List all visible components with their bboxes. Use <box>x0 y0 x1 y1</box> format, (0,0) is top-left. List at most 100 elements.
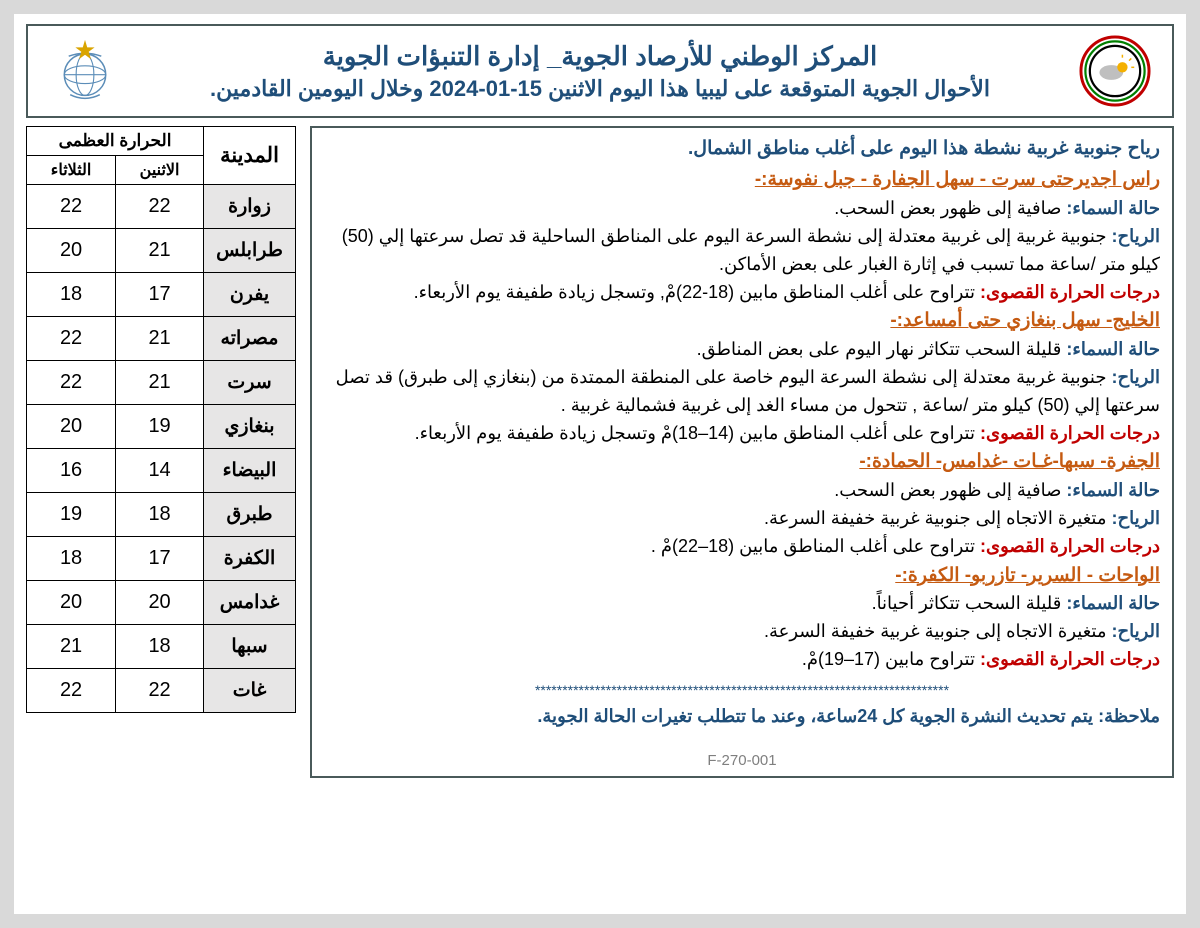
line-text: تتراوح على أغلب المناطق مابين (18–22)مْ … <box>651 536 980 556</box>
temp-day1-cell: 22 <box>116 669 204 713</box>
region-heading: الواحات - السرير- تازربو- الكفرة:- <box>324 561 1160 590</box>
wmo-logo <box>48 34 122 108</box>
temp-day2-cell: 21 <box>27 625 116 669</box>
regions-container: راس اجديرحتى سرت - سهل الجفارة - جبل نفو… <box>324 165 1160 673</box>
temp-day1-cell: 14 <box>116 449 204 493</box>
line-label: درجات الحرارة القصوى: <box>980 282 1160 302</box>
city-cell: سرت <box>204 361 296 405</box>
temp-day1-cell: 21 <box>116 229 204 273</box>
city-cell: طرابلس <box>204 229 296 273</box>
table-row: بنغازي1920 <box>27 405 296 449</box>
line-text: تتراوح مابين (17–19)مْ. <box>802 649 980 669</box>
line-text: متغيرة الاتجاه إلى جنوبية غربية خفيفة ال… <box>764 508 1112 528</box>
line-label: حالة السماء: <box>1066 593 1160 613</box>
city-cell: طبرق <box>204 493 296 537</box>
forecast-line: درجات الحرارة القصوى: تتراوح على أغلب ال… <box>324 420 1160 448</box>
line-label: درجات الحرارة القصوى: <box>980 536 1160 556</box>
line-text: جنوبية غربية إلى غربية معتدلة إلى نشطة ا… <box>342 226 1160 274</box>
temp-day2-cell: 20 <box>27 405 116 449</box>
city-cell: الكفرة <box>204 537 296 581</box>
region-heading: راس اجديرحتى سرت - سهل الجفارة - جبل نفو… <box>324 165 1160 194</box>
table-row: طرابلس2120 <box>27 229 296 273</box>
table-row: سرت2122 <box>27 361 296 405</box>
forecast-line: الرياح: جنوبية غربية إلى غربية معتدلة إل… <box>324 223 1160 279</box>
temp-day2-cell: 18 <box>27 537 116 581</box>
table-row: غدامس2020 <box>27 581 296 625</box>
forecast-line: درجات الحرارة القصوى: تتراوح على أغلب ال… <box>324 279 1160 307</box>
forecast-line: الرياح: متغيرة الاتجاه إلى جنوبية غربية … <box>324 505 1160 533</box>
line-text: متغيرة الاتجاه إلى جنوبية غربية خفيفة ال… <box>764 621 1112 641</box>
temp-day2-cell: 22 <box>27 185 116 229</box>
temp-day2-cell: 18 <box>27 273 116 317</box>
table-row: يفرن1718 <box>27 273 296 317</box>
forecast-line: درجات الحرارة القصوى: تتراوح على أغلب ال… <box>324 533 1160 561</box>
city-cell: غدامس <box>204 581 296 625</box>
temp-day1-cell: 21 <box>116 361 204 405</box>
region-heading: الخليج- سهل بنغازي حتى أمساعد:- <box>324 306 1160 335</box>
temp-day1-cell: 17 <box>116 273 204 317</box>
city-cell: سبها <box>204 625 296 669</box>
line-label: حالة السماء: <box>1066 339 1160 359</box>
footer-code: F-270-001 <box>324 749 1160 772</box>
city-cell: يفرن <box>204 273 296 317</box>
region-heading: الجفرة- سبها-غـات -غدامس- الحمادة:- <box>324 447 1160 476</box>
separator-stars: ****************************************… <box>324 680 1160 702</box>
line-label: حالة السماء: <box>1066 198 1160 218</box>
temp-day2-cell: 19 <box>27 493 116 537</box>
line-label: الرياح: <box>1111 621 1160 641</box>
header-subtitle: الأحوال الجوية المتوقعة على ليبيا هذا ال… <box>142 76 1058 102</box>
city-cell: غات <box>204 669 296 713</box>
temp-day2-cell: 22 <box>27 317 116 361</box>
forecast-line: حالة السماء: صافية إلى ظهور بعض السحب. <box>324 477 1160 505</box>
line-text: جنوبية غربية معتدلة إلى نشطة السرعة اليو… <box>336 367 1160 415</box>
line-text: قليلة السحب تتكاثر أحياناً. <box>872 593 1067 613</box>
table-row: سبها1821 <box>27 625 296 669</box>
table-row: الكفرة1718 <box>27 537 296 581</box>
temp-day2-cell: 22 <box>27 361 116 405</box>
forecast-line: حالة السماء: صافية إلى ظهور بعض السحب. <box>324 195 1160 223</box>
note-line: ملاحظة: يتم تحديث النشرة الجوية كل 24ساع… <box>324 703 1160 731</box>
line-text: صافية إلى ظهور بعض السحب. <box>834 198 1066 218</box>
city-cell: مصراته <box>204 317 296 361</box>
th-day2: الثلاثاء <box>27 156 116 185</box>
temp-day2-cell: 16 <box>27 449 116 493</box>
line-text: صافية إلى ظهور بعض السحب. <box>834 480 1066 500</box>
temp-table-body: زوارة2222طرابلس2120يفرن1718مصراته2122سرت… <box>27 185 296 713</box>
city-cell: زوارة <box>204 185 296 229</box>
line-label: حالة السماء: <box>1066 480 1160 500</box>
temp-day1-cell: 17 <box>116 537 204 581</box>
temp-day2-cell: 20 <box>27 229 116 273</box>
table-row: البيضاء1416 <box>27 449 296 493</box>
line-text: تتراوح على أغلب المناطق مابين (14–18)مْ … <box>415 423 980 443</box>
intro-line: رياح جنوبية غربية نشطة هذا اليوم على أغل… <box>324 134 1160 163</box>
th-max-temp: الحرارة العظمى <box>27 127 204 156</box>
forecast-line: الرياح: متغيرة الاتجاه إلى جنوبية غربية … <box>324 618 1160 646</box>
th-city: المدينة <box>204 127 296 185</box>
line-text: تتراوح على أغلب المناطق مابين (18-22)مْ,… <box>414 282 980 302</box>
forecast-line: حالة السماء: قليلة السحب تتكاثر أحياناً. <box>324 590 1160 618</box>
line-label: الرياح: <box>1111 508 1160 528</box>
line-label: درجات الحرارة القصوى: <box>980 649 1160 669</box>
temp-day2-cell: 20 <box>27 581 116 625</box>
temperature-table: المدينة الحرارة العظمى الاثنين الثلاثاء … <box>26 126 296 713</box>
line-label: الرياح: <box>1111 367 1160 387</box>
city-cell: بنغازي <box>204 405 296 449</box>
content-row: رياح جنوبية غربية نشطة هذا اليوم على أغل… <box>26 126 1174 778</box>
table-row: زوارة2222 <box>27 185 296 229</box>
header-banner: المركز الوطني للأرصاد الجوية_ إدارة التن… <box>26 24 1174 118</box>
temp-day1-cell: 20 <box>116 581 204 625</box>
temp-day2-cell: 22 <box>27 669 116 713</box>
temp-day1-cell: 18 <box>116 625 204 669</box>
page: المركز الوطني للأرصاد الجوية_ إدارة التن… <box>14 14 1186 914</box>
table-row: غات2222 <box>27 669 296 713</box>
line-label: درجات الحرارة القصوى: <box>980 423 1160 443</box>
line-label: الرياح: <box>1111 226 1160 246</box>
th-day1: الاثنين <box>116 156 204 185</box>
temp-day1-cell: 22 <box>116 185 204 229</box>
line-text: قليلة السحب تتكاثر نهار اليوم على بعض ال… <box>697 339 1067 359</box>
temp-day1-cell: 21 <box>116 317 204 361</box>
forecast-line: حالة السماء: قليلة السحب تتكاثر نهار الي… <box>324 336 1160 364</box>
temp-day1-cell: 18 <box>116 493 204 537</box>
org-logo-right <box>1078 34 1152 108</box>
table-row: مصراته2122 <box>27 317 296 361</box>
